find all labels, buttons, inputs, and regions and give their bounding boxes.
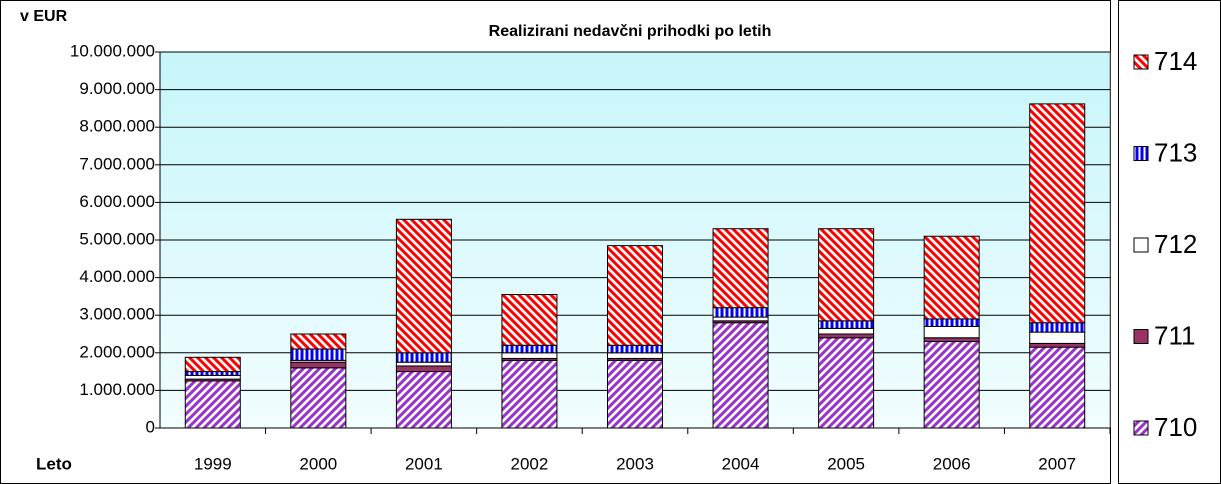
bar-segment (712, 316, 769, 322)
bar-segment (712, 307, 769, 318)
bar-segment (290, 348, 347, 361)
legend-swatch (1133, 237, 1149, 253)
legend-label: 710 (1154, 412, 1197, 442)
bar-segment (184, 371, 241, 376)
bar-segment (923, 318, 980, 327)
legend-swatch (1133, 146, 1149, 161)
bar-segment (607, 352, 663, 359)
bar-segment (501, 294, 558, 346)
y-tick-label: 6.000.000 (79, 192, 155, 211)
y-tick-label: 7.000.000 (79, 154, 155, 173)
y-tick-label: 2.000.000 (79, 342, 155, 361)
bar-segment (818, 337, 875, 429)
bar-segment (923, 337, 980, 343)
bar-segment (501, 359, 558, 429)
bar-segment (712, 228, 769, 309)
x-tick-label: 2001 (405, 454, 443, 473)
bar-segment (712, 322, 769, 429)
x-tick-label: 2002 (511, 454, 549, 473)
y-tick-label: 0 (146, 417, 155, 436)
bar-segment (1029, 322, 1086, 333)
y-tick-label: 9.000.000 (79, 79, 155, 98)
y-tick-label: 3.000.000 (79, 305, 155, 324)
y-axis-label: v EUR (20, 8, 68, 25)
bar-segment (818, 333, 875, 339)
legend-swatch (1133, 329, 1149, 344)
bar-segment (818, 327, 875, 335)
legend-label: 714 (1154, 46, 1197, 76)
x-tick-label: 2004 (722, 454, 760, 473)
y-tick-label: 5.000.000 (79, 229, 155, 248)
x-tick-label: 1999 (194, 454, 232, 473)
bar-segment (184, 374, 241, 380)
bar-segment (818, 228, 875, 322)
x-tick-label: 2007 (1038, 454, 1076, 473)
bar-segment (184, 356, 241, 373)
x-axis-label: Leto (36, 454, 72, 473)
bar-segment (395, 371, 452, 429)
bar-segment (607, 245, 663, 346)
bar-segment (607, 359, 663, 429)
y-tick-label: 8.000.000 (79, 117, 155, 136)
legend-label: 712 (1154, 229, 1197, 259)
bar-segment (501, 344, 558, 354)
x-tick-label: 2003 (616, 454, 654, 473)
bar-segment (290, 361, 347, 369)
bar-segment (1029, 331, 1086, 344)
chart-title: Realizirani nedavčni prihodki po letih (489, 23, 772, 40)
y-tick-label: 1.000.000 (79, 380, 155, 399)
y-tick-label: 10.000.000 (70, 41, 155, 60)
bar-segment (184, 380, 241, 429)
bar-segment (607, 344, 663, 354)
bar-segment (1029, 346, 1086, 429)
bar-segment (1029, 342, 1086, 348)
legend-swatch (1133, 54, 1149, 70)
x-tick-label: 2005 (827, 454, 865, 473)
y-tick-label: 4.000.000 (79, 267, 155, 286)
bar-segment (290, 333, 347, 350)
bar-segment (923, 235, 980, 320)
legend-swatch (1133, 420, 1149, 436)
x-tick-label: 2000 (299, 454, 337, 473)
bar-segment (923, 325, 980, 339)
bar-segment (290, 367, 347, 429)
legend-label: 711 (1154, 320, 1195, 350)
bar-segment (501, 352, 558, 359)
x-tick-label: 2006 (933, 454, 971, 473)
bar-segment (923, 341, 980, 429)
bar-segment (395, 218, 452, 354)
bar-segment (395, 361, 452, 367)
bar-segment (395, 352, 452, 363)
bar-segment (395, 365, 452, 373)
bar-segment (818, 320, 875, 329)
bar-segment (1029, 103, 1086, 324)
legend-label: 713 (1154, 137, 1197, 167)
